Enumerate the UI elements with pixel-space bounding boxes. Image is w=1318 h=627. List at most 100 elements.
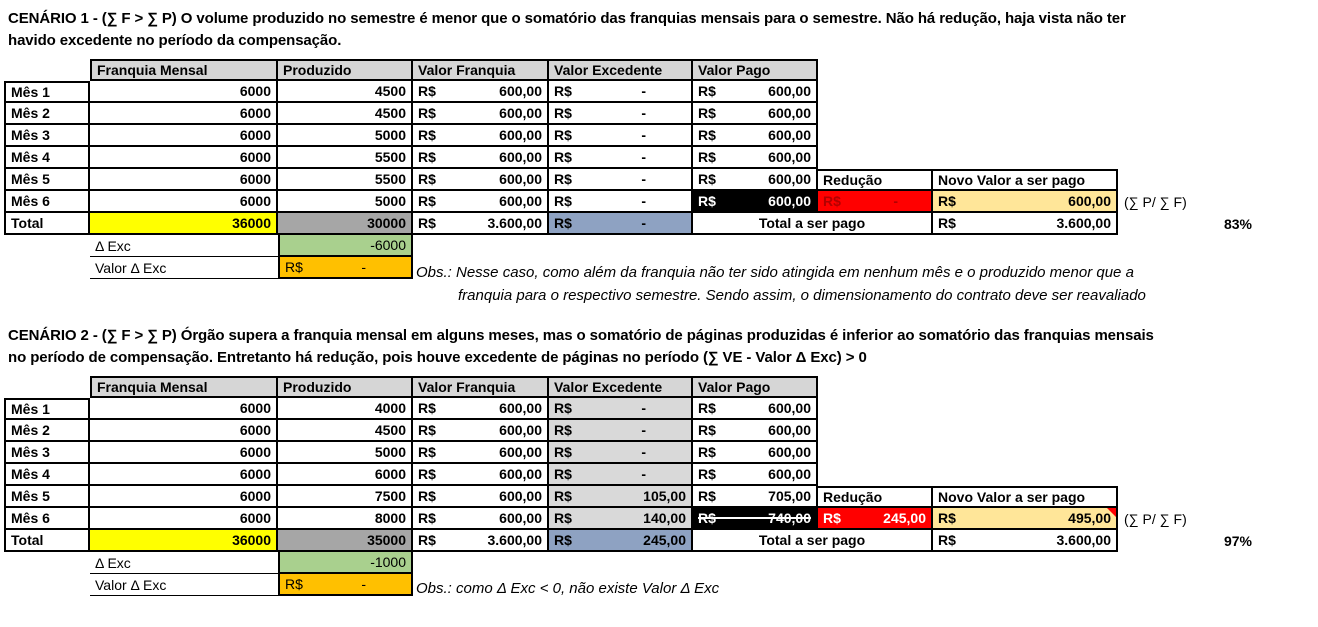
valor-excedente-cell[interactable]: R$ 105,00 xyxy=(549,486,693,508)
month-label-cell[interactable]: Mês 2 xyxy=(4,103,90,125)
month-label-cell[interactable]: Mês 6 xyxy=(4,191,90,213)
valor-franquia-cell[interactable]: R$ 600,00 xyxy=(413,147,549,169)
header-valor-excedente[interactable]: Valor Excedente xyxy=(549,59,693,81)
valor-delta-exc-label[interactable]: Valor Δ Exc xyxy=(90,257,278,279)
valor-delta-exc-value[interactable]: R$ - xyxy=(278,257,413,279)
valor-excedente-cell[interactable]: R$ - xyxy=(549,191,693,213)
franquia-value-cell[interactable]: 6000 xyxy=(90,398,278,420)
header-franquia-mensal[interactable]: Franquia Mensal xyxy=(90,376,278,398)
produzido-value-cell[interactable]: 5000 xyxy=(278,442,413,464)
reducao-header-cell[interactable]: Redução xyxy=(818,169,933,191)
produzido-value-cell[interactable]: 6000 xyxy=(278,464,413,486)
franquia-value-cell[interactable]: 6000 xyxy=(90,442,278,464)
franquia-value-cell[interactable]: 6000 xyxy=(90,464,278,486)
valor-pago-cell[interactable]: R$ 600,00 xyxy=(693,464,818,486)
valor-franquia-cell[interactable]: R$ 600,00 xyxy=(413,103,549,125)
month-label-cell[interactable]: Mês 5 xyxy=(4,486,90,508)
valor-pago-cell[interactable]: R$ 600,00 xyxy=(693,191,818,213)
valor-delta-exc-value[interactable]: R$ - xyxy=(278,574,413,596)
total-produzido-cell[interactable]: 30000 xyxy=(278,213,413,235)
header-valor-franquia[interactable]: Valor Franquia xyxy=(413,376,549,398)
franquia-value-cell[interactable]: 6000 xyxy=(90,486,278,508)
franquia-value-cell[interactable]: 6000 xyxy=(90,169,278,191)
total-produzido-cell[interactable]: 35000 xyxy=(278,530,413,552)
novo-valor-header-cell[interactable]: Novo Valor a ser pago xyxy=(933,486,1118,508)
total-valor-franquia-cell[interactable]: R$ 3.600,00 xyxy=(413,530,549,552)
reducao-value-cell[interactable]: R$ 245,00 xyxy=(818,508,933,530)
header-valor-excedente[interactable]: Valor Excedente xyxy=(549,376,693,398)
valor-franquia-cell[interactable]: R$ 600,00 xyxy=(413,125,549,147)
valor-franquia-cell[interactable]: R$ 600,00 xyxy=(413,169,549,191)
valor-pago-cell[interactable]: R$ 600,00 xyxy=(693,81,818,103)
valor-franquia-cell[interactable]: R$ 600,00 xyxy=(413,442,549,464)
novo-valor-cell[interactable]: R$ 495,00 xyxy=(933,508,1118,530)
valor-pago-cell[interactable]: R$ 600,00 xyxy=(693,147,818,169)
month-label-cell[interactable]: Mês 4 xyxy=(4,147,90,169)
total-valor-excedente-cell[interactable]: R$ 245,00 xyxy=(549,530,693,552)
valor-franquia-cell[interactable]: R$ 600,00 xyxy=(413,81,549,103)
valor-franquia-cell[interactable]: R$ 600,00 xyxy=(413,508,549,530)
month-label-cell[interactable]: Mês 2 xyxy=(4,420,90,442)
produzido-value-cell[interactable]: 5000 xyxy=(278,191,413,213)
valor-pago-cell[interactable]: R$ 600,00 xyxy=(693,103,818,125)
valor-excedente-cell[interactable]: R$ - xyxy=(549,125,693,147)
valor-excedente-cell[interactable]: R$ - xyxy=(549,147,693,169)
valor-pago-cell[interactable]: R$ 705,00 xyxy=(693,486,818,508)
total-valor-franquia-cell[interactable]: R$ 3.600,00 xyxy=(413,213,549,235)
produzido-value-cell[interactable]: 8000 xyxy=(278,508,413,530)
total-label-cell[interactable]: Total xyxy=(4,213,90,235)
valor-pago-cell[interactable]: R$ 600,00 xyxy=(693,125,818,147)
month-label-cell[interactable]: Mês 6 xyxy=(4,508,90,530)
produzido-value-cell[interactable]: 5500 xyxy=(278,169,413,191)
valor-excedente-cell[interactable]: R$ - xyxy=(549,420,693,442)
novo-valor-header-cell[interactable]: Novo Valor a ser pago xyxy=(933,169,1118,191)
franquia-value-cell[interactable]: 6000 xyxy=(90,508,278,530)
header-valor-pago[interactable]: Valor Pago xyxy=(693,376,818,398)
total-label-cell[interactable]: Total xyxy=(4,530,90,552)
valor-excedente-cell[interactable]: R$ - xyxy=(549,442,693,464)
month-label-cell[interactable]: Mês 3 xyxy=(4,125,90,147)
produzido-value-cell[interactable]: 5000 xyxy=(278,125,413,147)
valor-delta-exc-label[interactable]: Valor Δ Exc xyxy=(90,574,278,596)
total-valor-excedente-cell[interactable]: R$ - xyxy=(549,213,693,235)
valor-franquia-cell[interactable]: R$ 600,00 xyxy=(413,464,549,486)
valor-franquia-cell[interactable]: R$ 600,00 xyxy=(413,398,549,420)
valor-excedente-cell[interactable]: R$ 140,00 xyxy=(549,508,693,530)
header-produzido[interactable]: Produzido xyxy=(278,376,413,398)
total-franquia-cell[interactable]: 36000 xyxy=(90,213,278,235)
header-franquia-mensal[interactable]: Franquia Mensal xyxy=(90,59,278,81)
valor-excedente-cell[interactable]: R$ - xyxy=(549,81,693,103)
delta-exc-value[interactable]: -1000 xyxy=(278,552,413,574)
delta-exc-value[interactable]: -6000 xyxy=(278,235,413,257)
reducao-value-cell[interactable]: R$ - xyxy=(818,191,933,213)
total-a-ser-pago-cell[interactable]: Total a ser pago xyxy=(693,530,933,552)
delta-exc-label[interactable]: Δ Exc xyxy=(90,552,278,574)
header-valor-pago[interactable]: Valor Pago xyxy=(693,59,818,81)
valor-pago-cell[interactable]: R$ 600,00 xyxy=(693,169,818,191)
month-label-cell[interactable]: Mês 3 xyxy=(4,442,90,464)
total-novo-valor-cell[interactable]: R$ 3.600,00 xyxy=(933,213,1118,235)
produzido-value-cell[interactable]: 7500 xyxy=(278,486,413,508)
franquia-value-cell[interactable]: 6000 xyxy=(90,103,278,125)
header-valor-franquia[interactable]: Valor Franquia xyxy=(413,59,549,81)
total-franquia-cell[interactable]: 36000 xyxy=(90,530,278,552)
valor-excedente-cell[interactable]: R$ - xyxy=(549,398,693,420)
produzido-value-cell[interactable]: 4500 xyxy=(278,420,413,442)
valor-franquia-cell[interactable]: R$ 600,00 xyxy=(413,420,549,442)
produzido-value-cell[interactable]: 4500 xyxy=(278,81,413,103)
novo-valor-cell[interactable]: R$ 600,00 xyxy=(933,191,1118,213)
valor-pago-cell[interactable]: R$ 600,00 xyxy=(693,398,818,420)
valor-pago-cell[interactable]: R$ 600,00 xyxy=(693,420,818,442)
reducao-header-cell[interactable]: Redução xyxy=(818,486,933,508)
produzido-value-cell[interactable]: 4500 xyxy=(278,103,413,125)
produzido-value-cell[interactable]: 5500 xyxy=(278,147,413,169)
franquia-value-cell[interactable]: 6000 xyxy=(90,420,278,442)
franquia-value-cell[interactable]: 6000 xyxy=(90,125,278,147)
valor-excedente-cell[interactable]: R$ - xyxy=(549,464,693,486)
total-a-ser-pago-cell[interactable]: Total a ser pago xyxy=(693,213,933,235)
month-label-cell[interactable]: Mês 4 xyxy=(4,464,90,486)
valor-excedente-cell[interactable]: R$ - xyxy=(549,103,693,125)
month-label-cell[interactable]: Mês 5 xyxy=(4,169,90,191)
valor-franquia-cell[interactable]: R$ 600,00 xyxy=(413,191,549,213)
valor-franquia-cell[interactable]: R$ 600,00 xyxy=(413,486,549,508)
